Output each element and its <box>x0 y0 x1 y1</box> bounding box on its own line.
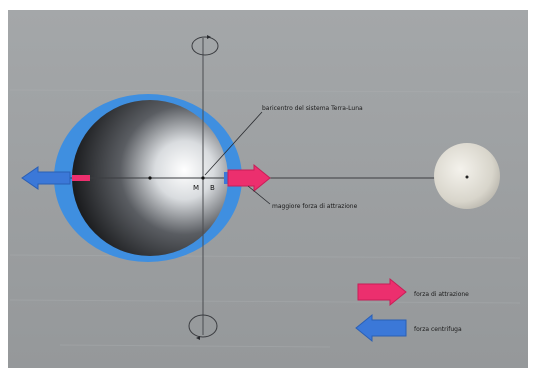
earth-center-dot <box>148 176 152 180</box>
legend: forza di attrazione forza centrifuga <box>355 277 469 343</box>
legend-attraction-label: forza di attrazione <box>414 291 469 298</box>
max-tide-label: maggiore forza di attrazione <box>272 203 358 210</box>
background-texture <box>9 89 521 348</box>
point-b-label: B <box>210 184 215 192</box>
max-tide-leader-line <box>247 185 271 205</box>
point-m-label: M <box>193 184 199 192</box>
moon-center-dot <box>465 175 469 179</box>
point-m-dot <box>201 176 205 180</box>
axis-top-arrow-icon <box>207 35 211 39</box>
axis-top-rotation-icon <box>191 36 219 56</box>
attraction-force-arrow-earth <box>227 163 271 193</box>
axis-bottom-arrow-icon <box>196 336 200 340</box>
legend-centrifugal-label: forza centrifuga <box>414 326 462 333</box>
axis-bottom-rotation-icon <box>188 314 218 338</box>
barycenter-leader-line <box>204 111 263 176</box>
legend-attraction-arrow <box>357 277 407 307</box>
centrifugal-force-arrow-earth <box>21 166 71 190</box>
legend-centrifugal-arrow <box>355 313 407 343</box>
attraction-force-small-far <box>72 175 90 181</box>
barycenter-label: baricentro del sistema Terra-Luna <box>262 105 363 112</box>
